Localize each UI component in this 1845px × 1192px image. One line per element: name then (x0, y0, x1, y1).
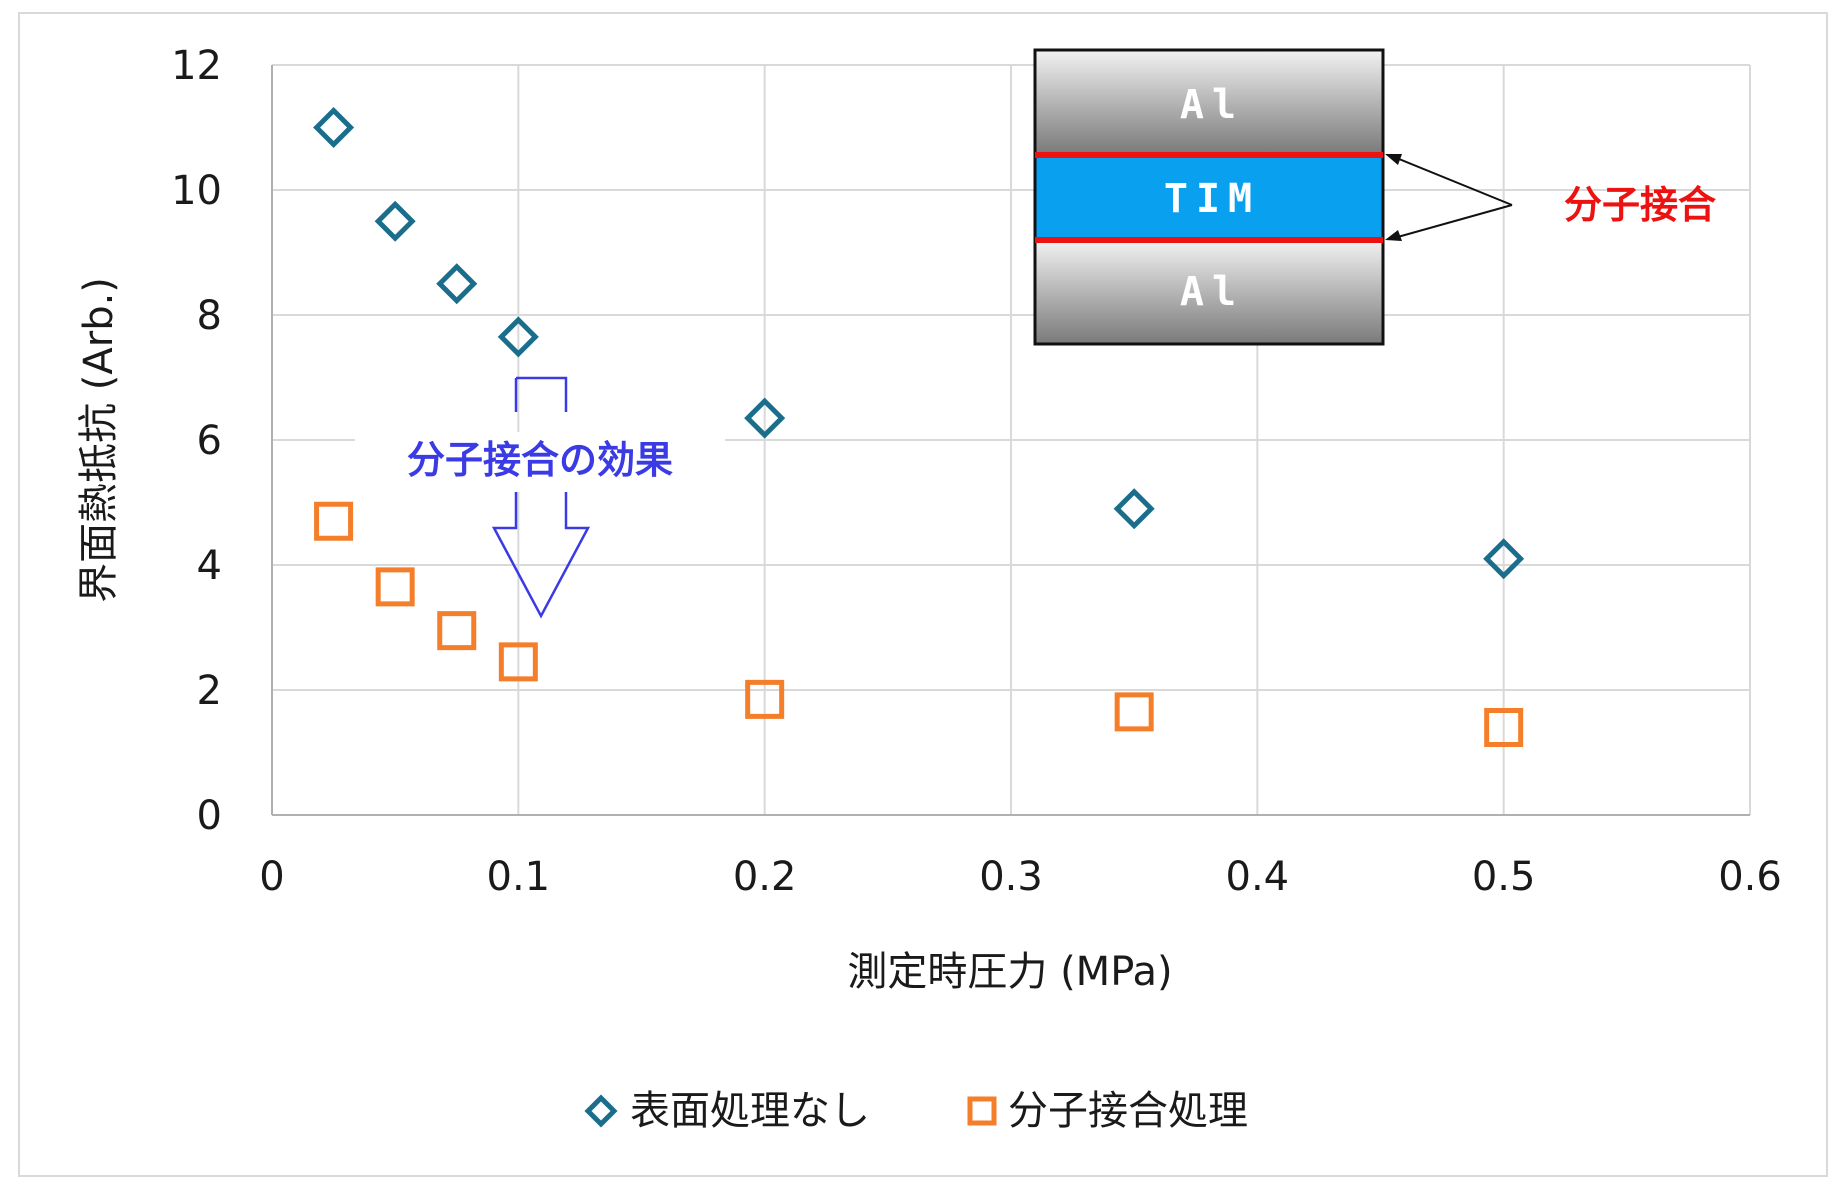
data-points (313, 106, 1525, 747)
point-untreated (436, 263, 478, 305)
tim-label: TIM (1164, 176, 1260, 222)
al-top-label: Al (1180, 82, 1244, 128)
bonding-label: 分子接合 (1564, 183, 1716, 227)
point-bonded (437, 611, 477, 651)
point-bonded (1484, 708, 1524, 747)
bonding-callout: 分子接合 (1385, 154, 1716, 241)
y-tick-label: 2 (197, 668, 222, 714)
x-tick-label: 0.4 (1226, 854, 1290, 900)
point-bonded (375, 567, 415, 607)
x-tick-label: 0.1 (487, 854, 551, 900)
point-untreated (313, 106, 355, 149)
chart-frame (18, 12, 1828, 1177)
point-untreated (744, 397, 786, 439)
point-untreated (497, 316, 539, 358)
x-tick-labels: 0 0.1 0.2 0.3 0.4 0.5 0.6 (259, 854, 1782, 900)
callout-arrowhead-top (1385, 154, 1402, 165)
y-tick-label: 8 (197, 293, 222, 339)
legend: 表面処理なし 分子接合処理 (584, 1088, 1248, 1134)
legend-marker-untreated (584, 1094, 618, 1128)
y-tick-label: 0 (197, 793, 222, 839)
legend-label-untreated: 表面処理なし (630, 1088, 870, 1134)
x-tick-label: 0.2 (733, 854, 797, 900)
layer-diagram: Al TIM Al (1033, 48, 1385, 346)
effect-annotation: 分子接合の効果 (355, 376, 725, 619)
effect-label: 分子接合の効果 (407, 438, 673, 482)
x-tick-label: 0 (259, 854, 284, 900)
legend-label-bonded: 分子接合処理 (1008, 1088, 1248, 1134)
y-tick-label: 6 (197, 418, 222, 464)
point-bonded (745, 679, 785, 719)
point-untreated (1483, 538, 1525, 580)
al-top-layer (1035, 50, 1383, 154)
y-tick-label: 4 (197, 543, 222, 589)
y-axis-title: 界面熱抵抗 (Arb.) (76, 277, 122, 603)
y-tick-labels: 0 2 4 6 8 10 12 (171, 43, 222, 839)
point-bonded (314, 501, 354, 541)
legend-marker-bonded (967, 1096, 997, 1126)
point-bonded (498, 642, 538, 682)
point-untreated (1113, 488, 1155, 530)
al-bottom-layer (1035, 240, 1383, 344)
x-tick-label: 0.5 (1472, 854, 1536, 900)
y-tick-label: 12 (171, 43, 222, 89)
point-bonded (1114, 692, 1154, 732)
x-axis-title: 測定時圧力 (MPa) (847, 949, 1172, 995)
effect-arrow (491, 376, 591, 619)
axes (271, 65, 1750, 816)
tim-layer (1035, 154, 1383, 240)
callout-arrowhead-bottom (1385, 230, 1402, 241)
point-untreated (374, 200, 416, 242)
x-tick-label: 0.3 (979, 854, 1043, 900)
y-tick-label: 10 (171, 168, 222, 214)
al-bottom-label: Al (1180, 269, 1244, 315)
x-tick-label: 0.6 (1718, 854, 1782, 900)
